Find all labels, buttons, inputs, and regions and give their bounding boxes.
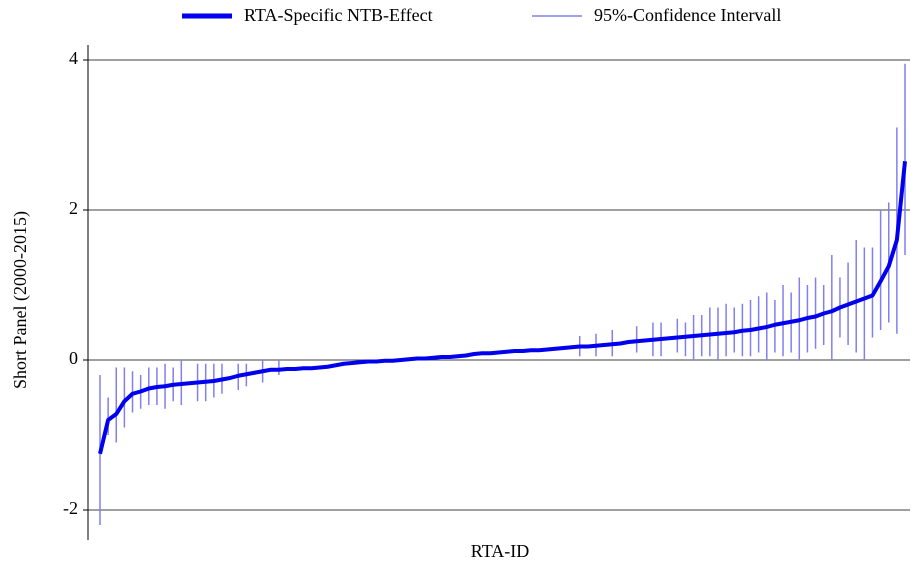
y-tick-label: -2 bbox=[63, 498, 78, 518]
legend-label: RTA-Specific NTB-Effect bbox=[244, 5, 433, 25]
x-axis-label: RTA-ID bbox=[471, 541, 529, 561]
effect-line bbox=[98, 161, 907, 455]
legend-label: 95%-Confidence Intervall bbox=[594, 5, 781, 25]
y-tick-label: 4 bbox=[69, 48, 78, 68]
y-tick-label: 2 bbox=[69, 198, 78, 218]
y-axis-label: Short Panel (2000-2015) bbox=[10, 211, 31, 389]
y-tick-label: 0 bbox=[69, 348, 78, 368]
